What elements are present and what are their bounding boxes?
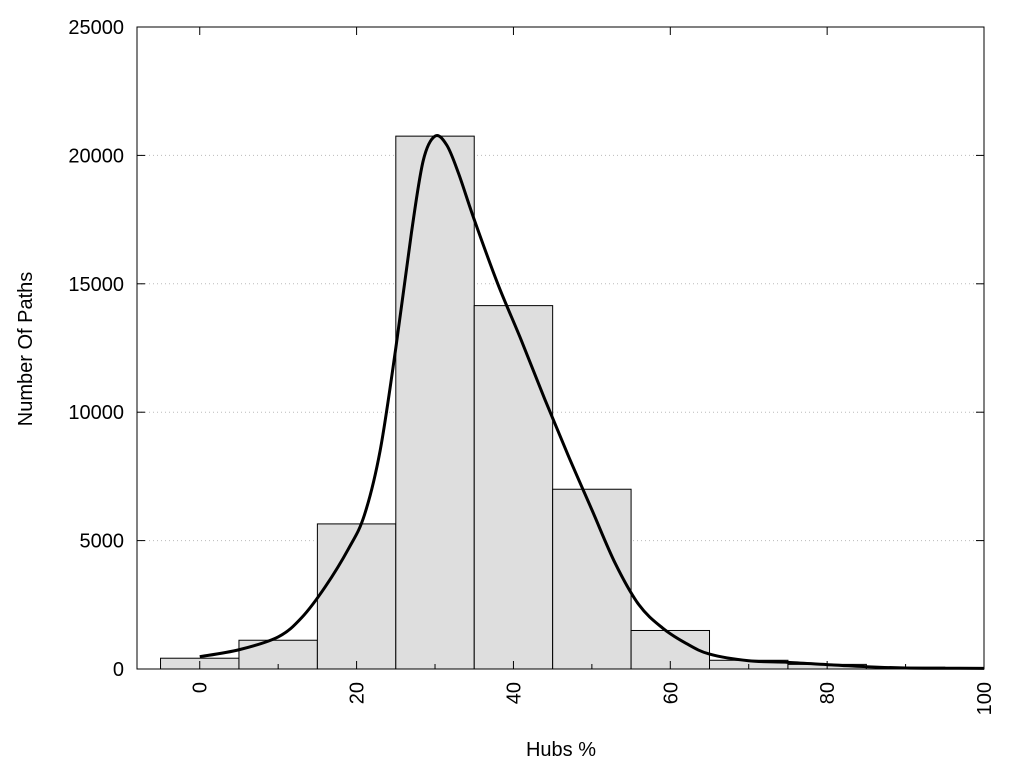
histogram-bar [552,488,632,670]
density-curve [199,134,985,670]
histogram-bar [316,523,397,670]
x-axis-label: Hubs % [526,739,596,761]
plot-frame [136,26,985,670]
y-tick-label: 15000 [68,274,124,296]
y-tick-label: 10000 [68,402,124,424]
histogram-bar [395,135,475,670]
tick-marks [137,26,985,670]
y-axis-label: Number Of Paths [15,272,37,427]
x-tick-label: 0 [190,682,212,693]
y-tick-label: 5000 [80,531,125,553]
x-tick-labels: 0 20 40 60 80 100 [190,682,996,715]
x-tick-label: 60 [660,682,682,704]
curve-line [199,134,985,670]
x-tick-label: 100 [974,682,996,715]
histogram-bar [473,305,554,670]
grid-lines [137,154,984,542]
x-tick-label: 40 [503,682,525,704]
x-tick-label: 20 [347,682,369,704]
y-tick-label: 25000 [68,17,124,39]
bars [160,135,946,670]
y-tick-label: 20000 [68,145,124,167]
y-tick-label: 0 [113,659,124,681]
y-tick-labels: 0 5000 10000 15000 20000 25000 [68,17,124,681]
x-tick-label: 80 [817,682,839,704]
